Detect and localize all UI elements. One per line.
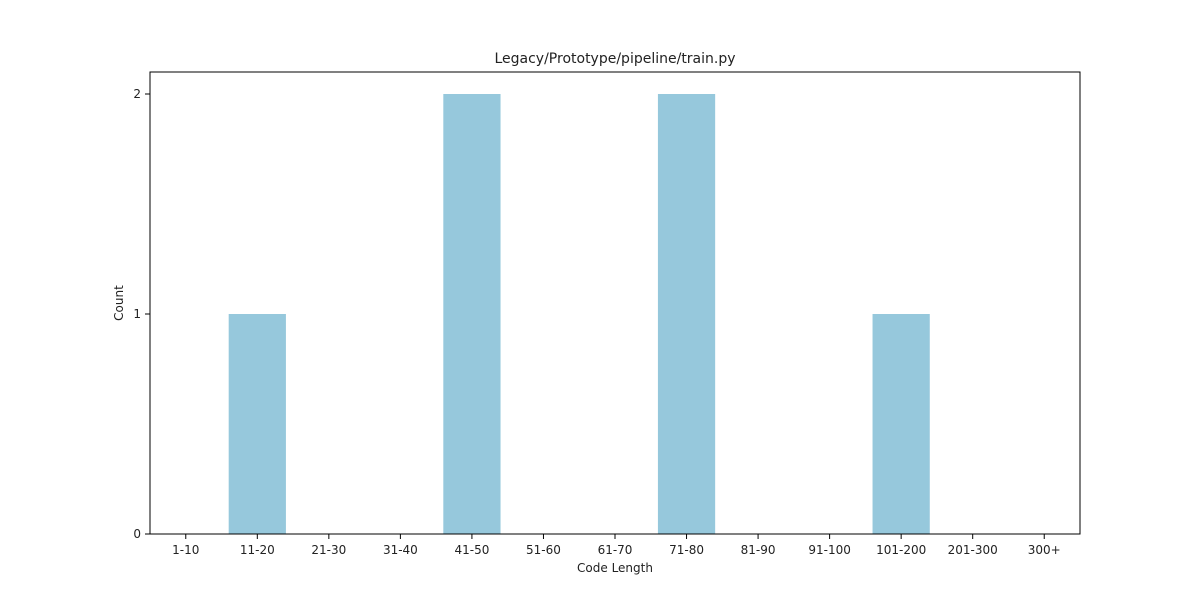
x-tick-label: 41-50 — [454, 543, 489, 557]
x-tick-label: 201-300 — [948, 543, 998, 557]
x-tick-label: 81-90 — [741, 543, 776, 557]
x-axis-label: Code Length — [577, 561, 653, 575]
x-tick-label: 300+ — [1028, 543, 1061, 557]
x-axis-ticks: 1-10 11-20 21-30 31-40 41-50 51-60 61-70 71-80 8… — [172, 534, 1061, 557]
y-axis-ticks: 0 1 2 — [133, 87, 150, 541]
bar-101-200 — [872, 314, 930, 534]
x-tick-label: 71-80 — [669, 543, 704, 557]
x-tick-label: 101-200 — [876, 543, 926, 557]
x-tick-label: 51-60 — [526, 543, 561, 557]
x-tick-label: 1-10 — [172, 543, 199, 557]
bar-41-50 — [443, 94, 501, 534]
x-tick-label: 31-40 — [383, 543, 418, 557]
bar-71-80 — [657, 94, 716, 534]
bars — [228, 94, 930, 534]
x-tick-label: 91-100 — [808, 543, 851, 557]
y-tick-label: 1 — [133, 307, 141, 321]
y-axis-label: Count — [112, 285, 126, 321]
x-tick-label: 21-30 — [311, 543, 346, 557]
chart-title: Legacy/Prototype/pipeline/train.py — [494, 51, 735, 67]
x-tick-label: 61-70 — [598, 543, 633, 557]
plot-frame — [149, 71, 1081, 535]
y-tick-label: 0 — [133, 527, 141, 541]
y-tick-label: 2 — [133, 87, 141, 101]
x-tick-label: 11-20 — [240, 543, 275, 557]
bar-11-20 — [228, 314, 286, 534]
